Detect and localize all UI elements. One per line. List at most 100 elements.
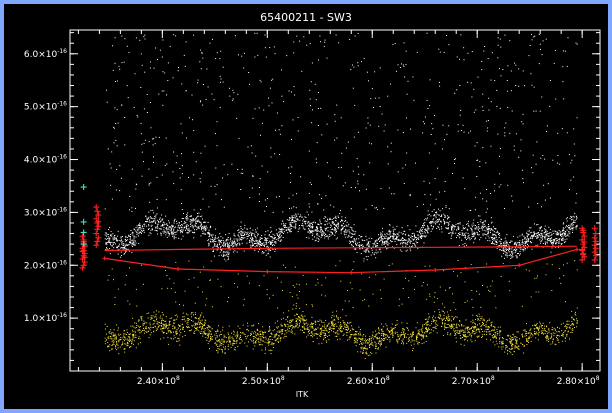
yellow-point [290,324,292,326]
white-point [575,218,577,220]
white-point [202,104,204,106]
yellow-point [424,332,426,334]
white-point [334,114,336,116]
white-point [264,234,266,236]
white-point [556,231,558,233]
white-point [441,228,443,230]
yellow-point [168,331,170,333]
white-point [142,230,143,232]
white-point [212,246,214,248]
yellow-point [284,336,286,337]
white-point [289,224,291,226]
yellow-point [458,330,460,332]
yellow-point [556,331,558,333]
white-point [124,246,126,248]
yellow-point [332,323,333,325]
yellow-point [282,330,283,332]
white-point [488,109,490,111]
white-point [238,137,240,139]
white-point [528,240,530,242]
white-point [572,224,574,226]
white-point [436,220,438,222]
white-point [571,223,573,225]
white-point [464,234,466,236]
yellow-point [130,340,132,342]
yellow-point [425,328,427,330]
white-point [204,230,206,232]
white-point [298,225,300,226]
white-point [526,240,528,242]
white-point [476,176,478,177]
white-point [200,222,202,224]
white-point [336,104,338,106]
white-point [221,239,223,241]
yellow-point [220,343,222,344]
yellow-point [274,340,276,342]
white-point [473,233,475,234]
white-point [368,251,370,252]
white-point [414,243,416,245]
white-point [267,237,269,239]
white-point [241,233,243,235]
yellow-point [488,327,490,329]
white-point [133,236,135,238]
white-point [544,158,546,160]
white-point [373,107,374,108]
white-point [531,39,533,41]
white-point [229,246,231,248]
white-point [533,86,535,88]
white-point [539,229,541,231]
white-point [257,251,259,253]
yellow-point [336,325,338,327]
white-point [492,233,494,235]
white-point [513,249,515,251]
yellow-point [224,348,226,350]
yellow-point [481,334,483,336]
white-point [270,243,271,245]
yellow-point [195,317,197,319]
white-point [276,233,278,234]
white-point [379,237,381,239]
yellow-point [372,344,374,346]
yellow-point [530,328,532,330]
white-point [352,241,354,243]
white-point [265,241,267,243]
white-point [462,227,464,229]
white-point [361,244,363,246]
yellow-point [189,330,191,332]
yellow-point [203,324,205,326]
white-point [532,231,534,233]
white-point [466,228,468,230]
yellow-point [168,323,170,325]
white-point [376,245,378,247]
yellow-point [221,350,223,352]
yellow-point [341,325,343,327]
white-point [336,225,338,227]
white-point [116,80,118,82]
white-point [260,241,262,243]
yellow-point [324,330,326,332]
white-point [317,224,319,225]
yellow-point [434,311,436,313]
yellow-point [231,336,233,338]
white-point [197,227,199,229]
yellow-point [118,334,120,336]
white-point [532,172,534,174]
white-point [227,255,229,257]
white-point [126,85,128,87]
white-point [388,243,390,245]
white-point [254,32,256,34]
white-point [222,255,224,257]
yellow-point [295,305,297,307]
yellow-point [277,320,278,322]
white-point [573,143,575,145]
yellow-point [176,318,178,320]
yellow-point [158,321,160,323]
white-point [533,235,535,237]
white-point [561,243,563,245]
white-point [270,227,272,229]
yellow-point [289,319,291,321]
white-point [358,241,360,243]
white-point [200,181,202,183]
white-point [214,240,216,242]
